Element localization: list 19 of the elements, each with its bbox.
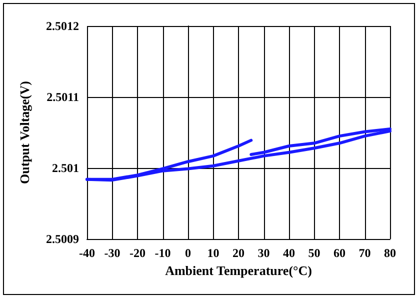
y-axis-title: Output Voltage(V) xyxy=(17,81,32,184)
x-tick-label: 20 xyxy=(232,246,244,260)
x-tick-label: 60 xyxy=(334,246,346,260)
x-tick-label: 10 xyxy=(207,246,220,260)
y-tick-label: 2.5009 xyxy=(46,232,79,246)
x-tick-label: -10 xyxy=(154,246,171,260)
x-tick-label: 40 xyxy=(283,246,295,260)
x-tick-label: 30 xyxy=(258,246,270,260)
x-tick-label: 0 xyxy=(185,246,191,260)
x-tick-label: -40 xyxy=(79,246,95,260)
x-tick-label: 70 xyxy=(358,246,371,260)
y-tick-label: 2.5011 xyxy=(46,90,79,104)
x-axis-title: Ambient Temperature(°C) xyxy=(165,262,312,278)
x-tick-label: -20 xyxy=(130,246,146,260)
y-tick-label: 2.501 xyxy=(52,161,79,175)
x-tick-label: -30 xyxy=(104,246,120,260)
y-tick-label: 2.5012 xyxy=(46,19,79,33)
x-tick-label: 50 xyxy=(308,246,320,260)
x-tick-label: 80 xyxy=(384,246,396,260)
